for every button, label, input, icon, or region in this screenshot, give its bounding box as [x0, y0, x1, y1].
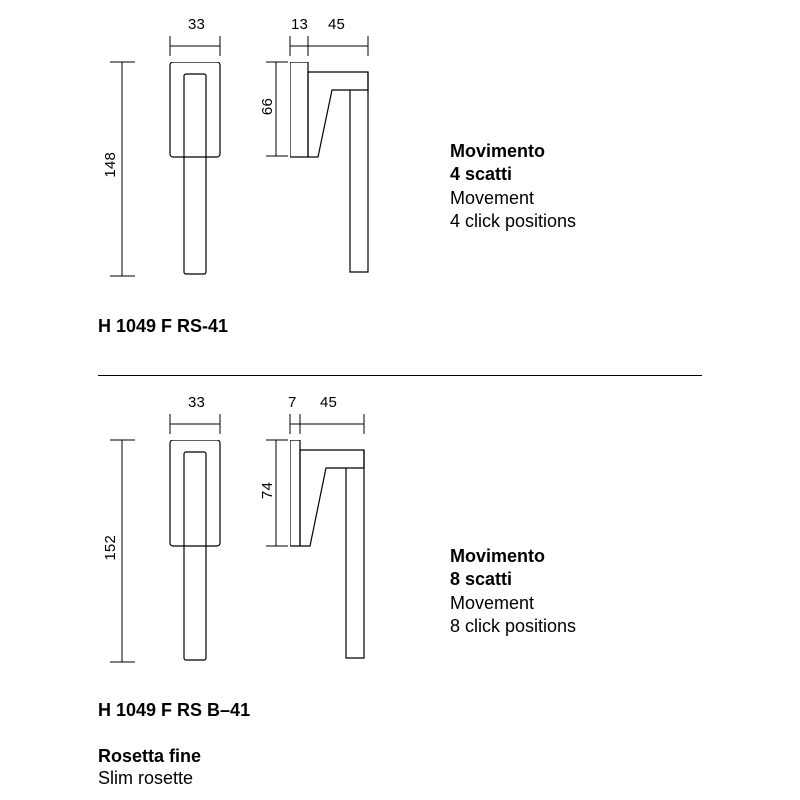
bottom-side-view [290, 440, 390, 662]
top-desc-l1: Movimento [450, 140, 576, 163]
bottom-dim-45-label: 45 [320, 394, 337, 411]
top-dim-33-label: 33 [188, 16, 205, 33]
bottom-dim-7-label: 7 [288, 394, 297, 411]
bottom-desc-l4: 8 click positions [450, 615, 576, 638]
bottom-dim-74-label: 74 [259, 482, 276, 499]
bottom-dim-45 [300, 414, 374, 440]
section-divider [98, 375, 702, 376]
bottom-model-code: H 1049 F RS B–41 [98, 700, 250, 721]
top-dim-148-label: 148 [102, 152, 119, 178]
top-dim-45-label: 45 [328, 16, 345, 33]
bottom-description: Movimento 8 scatti Movement 8 click posi… [450, 545, 576, 639]
top-dim-13-label: 13 [291, 16, 308, 33]
top-front-view [160, 62, 230, 277]
top-dim-66-label: 66 [259, 98, 276, 115]
bottom-desc-l2: 8 scatti [450, 568, 576, 591]
bottom-desc-l3: Movement [450, 592, 576, 615]
top-desc-l4: 4 click positions [450, 210, 576, 233]
top-dim-45 [308, 36, 378, 62]
top-desc-l3: Movement [450, 187, 576, 210]
top-side-view [290, 62, 390, 277]
footer-line2: Slim rosette [98, 768, 193, 789]
bottom-dim-33 [155, 414, 235, 440]
bottom-front-view [160, 440, 230, 662]
bottom-dim-33-label: 33 [188, 394, 205, 411]
top-description: Movimento 4 scatti Movement 4 click posi… [450, 140, 576, 234]
top-model-code: H 1049 F RS-41 [98, 316, 228, 337]
footer-line1: Rosetta fine [98, 746, 201, 767]
bottom-dim-152-label: 152 [102, 535, 119, 561]
bottom-desc-l1: Movimento [450, 545, 576, 568]
top-dim-33 [155, 36, 235, 62]
top-desc-l2: 4 scatti [450, 163, 576, 186]
